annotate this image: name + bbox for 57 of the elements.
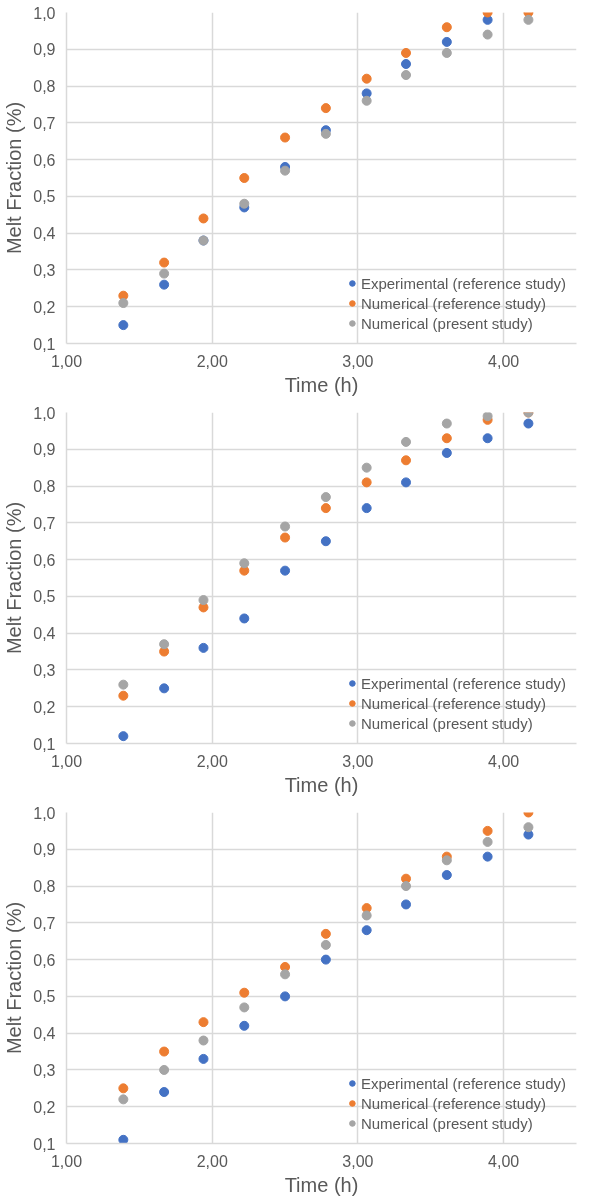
y-axis-title: Melt Fraction (%) bbox=[3, 101, 26, 255]
legend-label: Numerical (reference study) bbox=[360, 294, 546, 312]
legend-label: Numerical (present study) bbox=[360, 314, 533, 332]
y-tick-label: 1,0 bbox=[33, 804, 56, 822]
y-tick-label: 0,6 bbox=[33, 551, 56, 569]
legend-label: Numerical (present study) bbox=[360, 1114, 533, 1132]
y-tick-label: 1,0 bbox=[33, 404, 56, 422]
y-tick-label: 0,9 bbox=[33, 441, 56, 459]
x-tick-label: 4,00 bbox=[488, 352, 520, 370]
y-axis-title: Melt Fraction (%) bbox=[3, 901, 26, 1055]
legend-label: Experimental (reference study) bbox=[360, 274, 566, 292]
legend-label: Numerical (reference study) bbox=[360, 694, 546, 712]
x-tick-label: 3,00 bbox=[342, 752, 374, 770]
y-tick-label: 0,2 bbox=[33, 698, 56, 716]
legend-label: Experimental (reference study) bbox=[360, 674, 566, 692]
y-tick-label: 0,1 bbox=[33, 1135, 56, 1153]
y-tick-label: 0,4 bbox=[33, 625, 56, 643]
y-tick-label: 0,2 bbox=[33, 1098, 56, 1116]
legend-label: Numerical (present study) bbox=[360, 714, 533, 732]
y-tick-label: 0,3 bbox=[33, 261, 56, 279]
y-tick-label: 0,2 bbox=[33, 298, 56, 316]
x-tick-label: 1,00 bbox=[50, 352, 83, 370]
x-axis-title: Time (h) bbox=[284, 1173, 359, 1196]
y-tick-label: 0,1 bbox=[33, 735, 56, 753]
y-tick-label: 0,6 bbox=[33, 951, 56, 969]
x-tick-label: 4,00 bbox=[488, 1152, 520, 1170]
x-tick-label: 3,00 bbox=[342, 1152, 374, 1170]
y-tick-label: 0,8 bbox=[33, 878, 56, 896]
y-tick-label: 0,1 bbox=[33, 335, 56, 353]
y-tick-label: 0,4 bbox=[33, 225, 56, 243]
x-tick-label: 2,00 bbox=[196, 1152, 228, 1170]
y-tick-label: 0,8 bbox=[33, 478, 56, 496]
y-tick-label: 0,3 bbox=[33, 661, 56, 679]
legend-label: Experimental (reference study) bbox=[360, 1074, 566, 1092]
y-tick-label: 0,7 bbox=[33, 114, 56, 132]
x-axis-title: Time (h) bbox=[284, 373, 359, 396]
y-tick-label: 0,8 bbox=[33, 78, 56, 96]
y-axis-title: Melt Fraction (%) bbox=[3, 501, 26, 655]
x-tick-label: 2,00 bbox=[196, 352, 228, 370]
y-tick-label: 0,9 bbox=[33, 41, 56, 59]
x-tick-label: 4,00 bbox=[488, 752, 520, 770]
x-tick-label: 1,00 bbox=[50, 1152, 83, 1170]
y-tick-label: 0,5 bbox=[33, 988, 56, 1006]
y-tick-label: 0,7 bbox=[33, 514, 56, 532]
x-tick-label: 3,00 bbox=[342, 352, 374, 370]
y-tick-label: 0,3 bbox=[33, 1061, 56, 1079]
y-tick-label: 0,7 bbox=[33, 914, 56, 932]
y-tick-label: 0,5 bbox=[33, 588, 56, 606]
x-tick-label: 2,00 bbox=[196, 752, 228, 770]
y-tick-label: 0,5 bbox=[33, 188, 56, 206]
legend-label: Numerical (reference study) bbox=[360, 1094, 546, 1112]
x-axis-title: Time (h) bbox=[284, 773, 359, 796]
y-tick-label: 0,6 bbox=[33, 151, 56, 169]
y-tick-label: 0,4 bbox=[33, 1025, 56, 1043]
x-tick-label: 1,00 bbox=[50, 752, 83, 770]
y-tick-label: 0,9 bbox=[33, 841, 56, 859]
y-tick-label: 1,0 bbox=[33, 4, 56, 22]
